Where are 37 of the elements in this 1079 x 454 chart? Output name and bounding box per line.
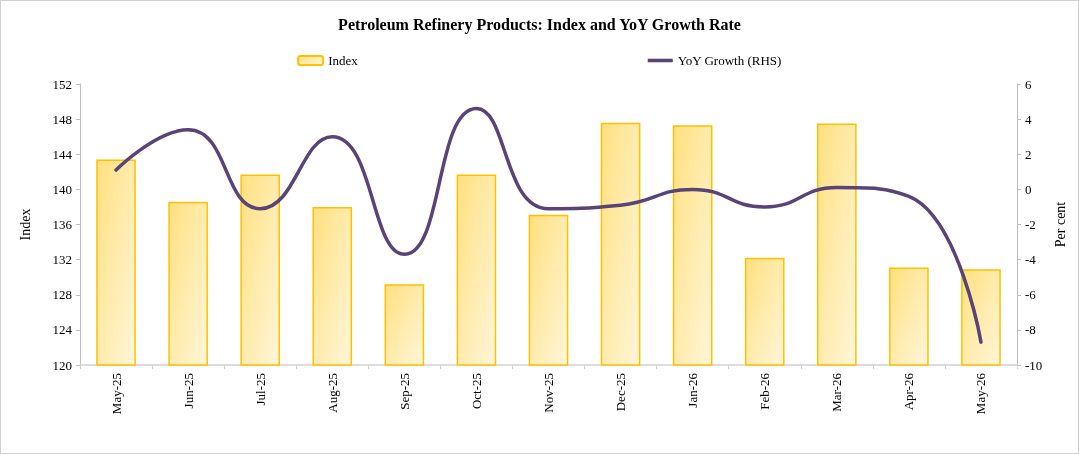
x-tick-label: Feb-26 — [757, 372, 773, 410]
x-tick-label: Jan-26 — [685, 372, 701, 408]
y-tick-label: 124 — [52, 322, 73, 338]
y2-tick-label: -6 — [1025, 287, 1037, 303]
y2-tick-label: -4 — [1025, 252, 1037, 268]
y-tick-label: 136 — [52, 217, 73, 232]
y-tick-label: 148 — [52, 111, 72, 127]
x-tick-label: Dec-25 — [613, 373, 629, 412]
x-tick-label: Jun-25 — [180, 373, 196, 409]
x-tick-label: Mar-26 — [829, 372, 845, 412]
y2-axis-title: Per cent — [1052, 201, 1068, 248]
line-series — [114, 106, 983, 344]
y-tick-label: 140 — [52, 181, 72, 197]
x-tick-label: Nov-25 — [541, 373, 556, 413]
y2-tick-label: 6 — [1025, 76, 1032, 92]
x-tick-label: Oct-25 — [468, 373, 484, 410]
y2-tick-label: -8 — [1025, 322, 1036, 338]
y-axis-title: Index — [17, 208, 33, 241]
legend-label: YoY Growth (RHS) — [677, 53, 782, 68]
legend-label: Index — [328, 53, 359, 68]
y2-tick-label: -2 — [1025, 217, 1036, 232]
y2-tick-label: 4 — [1025, 111, 1032, 127]
y-tick-label: 152 — [52, 76, 72, 92]
x-tick-label: Aug-25 — [324, 373, 340, 413]
x-tick-label: May-26 — [973, 372, 989, 415]
y2-tick-label: 2 — [1025, 146, 1032, 162]
y-tick-label: 120 — [52, 357, 72, 373]
chart-title: Petroleum Refinery Products: Index and YoY Growth Rate — [338, 15, 741, 34]
y-tick-label: 132 — [52, 252, 72, 268]
y-tick-label: 144 — [52, 146, 73, 162]
x-tick-label: Jul-25 — [252, 373, 268, 406]
y-tick-label: 128 — [52, 287, 72, 303]
x-tick-label: May-25 — [108, 373, 124, 415]
x-tick-label: Apr-26 — [901, 372, 917, 411]
y2-tick-label: 0 — [1025, 181, 1032, 197]
x-tick-label: Sep-25 — [396, 373, 412, 410]
y2-tick-label: -10 — [1025, 357, 1043, 373]
